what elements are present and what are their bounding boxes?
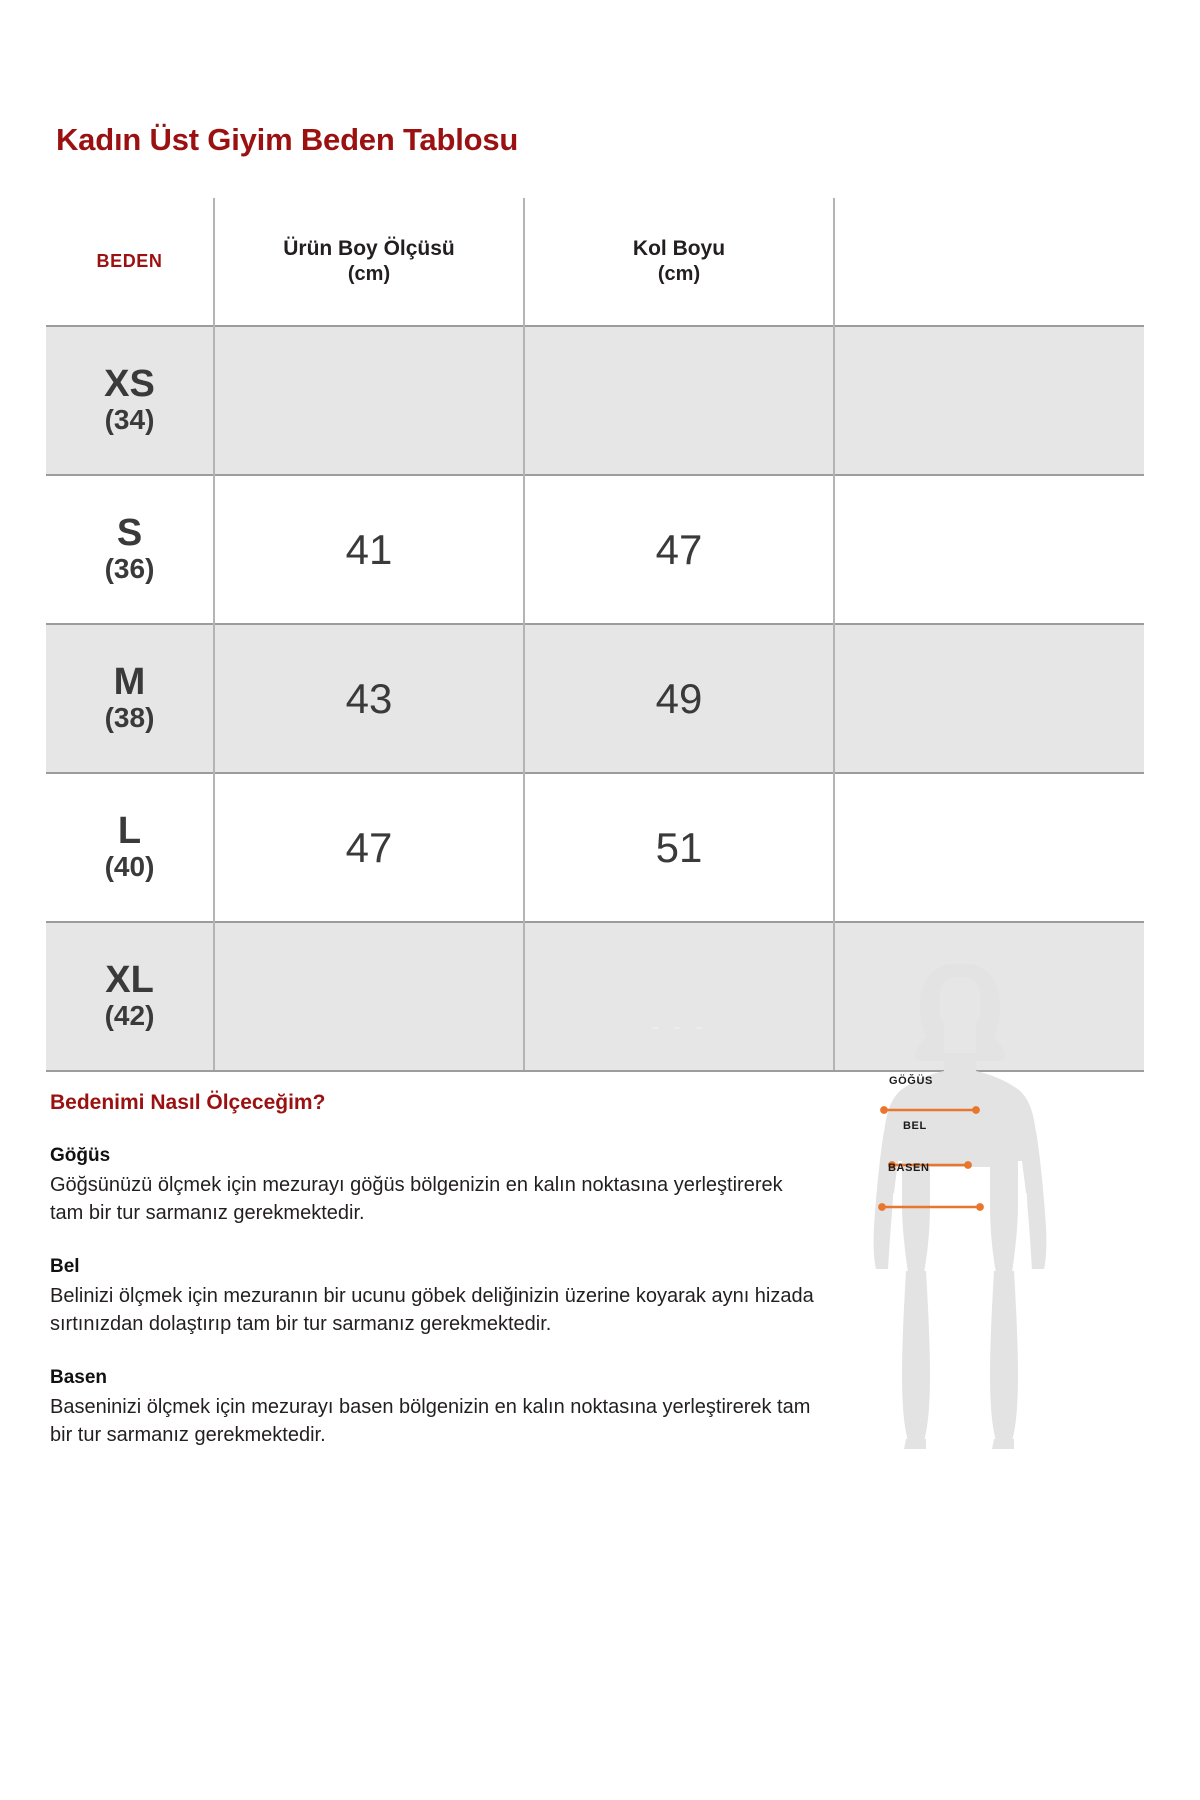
measure-section-hip: Basen Baseninizi ölçmek için mezurayı ba…	[50, 1367, 820, 1450]
faint-artifact: - - -	[651, 1011, 707, 1041]
measure-section-chest-title: Göğüs	[50, 1145, 111, 1166]
cell-urun-boy-xl	[213, 921, 524, 1072]
cell-size-s: S (36)	[46, 474, 214, 624]
cell-kol-boyu-l: 51	[523, 772, 834, 922]
value: 47	[345, 823, 393, 871]
column-header-kol-boyu-label: Kol Boyu	[632, 236, 726, 260]
size-name: XL	[105, 958, 154, 1001]
cell-kol-boyu-xs	[523, 325, 834, 475]
table-body: XS (34) S (36) 41	[46, 325, 1144, 1072]
value: 49	[655, 674, 703, 722]
page-title: Kadın Üst Giyim Beden Tablosu	[56, 122, 519, 157]
size-chart-table: BEDEN Ürün Boy Ölçüsü (cm) Kol Boyu (cm)…	[46, 198, 1144, 1072]
table-row: XL (42) - - -	[46, 921, 1144, 1072]
cell-kol-boyu-s: 47	[523, 474, 834, 624]
measure-section-waist-text: Belinizi ölçmek için mezuranın bir ucunu…	[50, 1284, 814, 1336]
size-name: XS	[104, 362, 155, 405]
measure-section-hip-title: Basen	[50, 1366, 108, 1388]
column-header-beden-label: BEDEN	[96, 251, 163, 272]
value: 43	[345, 674, 393, 722]
size-code: (38)	[104, 701, 155, 733]
cell-urun-boy-l: 47	[213, 772, 524, 922]
cell-extra-s	[833, 474, 1144, 624]
cell-size-m: M (38)	[46, 623, 214, 773]
measure-section-chest-text: Göğsünüzü ölçmek için mezurayı göğüs böl…	[50, 1174, 783, 1225]
column-header-urun-boy-unit: (cm)	[347, 263, 391, 286]
cell-size-l: L (40)	[46, 772, 214, 922]
cell-extra-l	[833, 772, 1144, 922]
size-name: M	[113, 660, 146, 703]
size-name: S	[116, 511, 143, 554]
table-row: L (40) 47 51	[46, 772, 1144, 922]
column-header-kol-boyu-unit: (cm)	[657, 263, 701, 286]
column-header-empty	[833, 198, 1144, 326]
cell-kol-boyu-m: 49	[523, 623, 834, 773]
value: 51	[655, 823, 703, 871]
measure-section-waist: Bel Belinizi ölçmek için mezuranın bir u…	[50, 1256, 820, 1339]
column-header-beden: BEDEN	[46, 198, 214, 326]
table-row: XS (34)	[46, 325, 1144, 475]
column-header-kol-boyu: Kol Boyu (cm)	[523, 198, 834, 326]
size-code: (36)	[104, 552, 155, 584]
size-code: (34)	[104, 403, 155, 435]
how-to-measure-sections: Göğüs Göğsünüzü ölçmek için mezurayı göğ…	[50, 1145, 820, 1477]
cell-kol-boyu-xl: - - -	[523, 921, 834, 1072]
size-code: (42)	[104, 999, 155, 1031]
size-code: (40)	[104, 850, 155, 882]
table-header: BEDEN Ürün Boy Ölçüsü (cm) Kol Boyu (cm)	[46, 198, 1144, 326]
cell-size-xl: XL (42)	[46, 921, 214, 1072]
measure-section-waist-title: Bel	[50, 1255, 80, 1277]
value: 47	[655, 525, 703, 573]
figure-label-waist: BEL	[903, 1120, 927, 1132]
female-silhouette-icon	[873, 963, 1047, 1449]
cell-extra-m	[833, 623, 1144, 773]
cell-urun-boy-xs	[213, 325, 524, 475]
measure-section-chest: Göğüs Göğsünüzü ölçmek için mezurayı göğ…	[50, 1145, 820, 1228]
table-row: M (38) 43 49	[46, 623, 1144, 773]
cell-urun-boy-s: 41	[213, 474, 524, 624]
column-header-urun-boy: Ürün Boy Ölçüsü (cm)	[213, 198, 524, 326]
value: 41	[345, 525, 393, 573]
figure-label-chest: GÖĞÜS	[889, 1075, 933, 1087]
size-name: L	[117, 809, 142, 852]
column-header-urun-boy-label: Ürün Boy Ölçüsü	[283, 236, 455, 260]
measure-section-hip-text: Baseninizi ölçmek için mezurayı basen bö…	[50, 1395, 811, 1446]
cell-urun-boy-m: 43	[213, 623, 524, 773]
table-header-row: BEDEN Ürün Boy Ölçüsü (cm) Kol Boyu (cm)	[46, 198, 1144, 326]
figure-label-hip: BASEN	[888, 1162, 930, 1174]
body-measurement-figure: GÖĞÜS BEL BASEN	[840, 955, 1160, 1455]
cell-extra-xs	[833, 325, 1144, 475]
table-row: S (36) 41 47	[46, 474, 1144, 624]
cell-size-xs: XS (34)	[46, 325, 214, 475]
how-to-measure-heading: Bedenimi Nasıl Ölçeceğim?	[50, 1091, 326, 1114]
